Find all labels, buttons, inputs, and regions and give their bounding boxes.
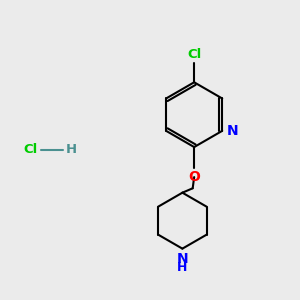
Text: Cl: Cl [187,48,201,61]
Text: O: O [188,170,200,184]
Text: H: H [177,261,188,274]
Text: Cl: Cl [24,143,38,157]
Text: N: N [226,124,238,138]
Text: N: N [177,252,188,266]
Text: H: H [66,143,77,157]
